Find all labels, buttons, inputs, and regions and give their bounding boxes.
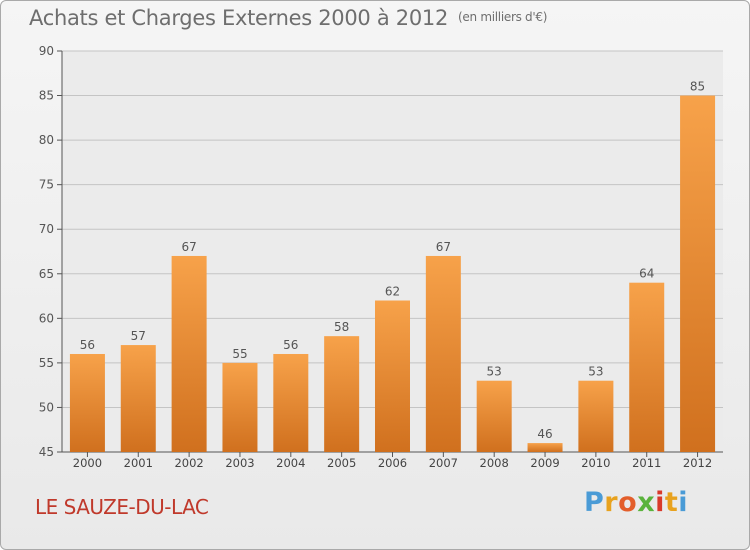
label-layer: 2000 56 2001 57 2002 67 2003 55 2004 56 2005 58 2006…	[73, 80, 712, 470]
chart-unit: (en milliers d'€)	[458, 10, 548, 24]
bar	[629, 282, 665, 452]
y-tick-label: 80	[39, 133, 54, 147]
x-tick-label: 2001	[124, 456, 153, 470]
data-label: 56	[80, 338, 95, 352]
x-tick-label: 2006	[378, 456, 407, 470]
x-tick-label: 2011	[632, 456, 661, 470]
commune-name: LE SAUZE-DU-LAC	[35, 495, 209, 519]
x-tick-label: 2003	[225, 456, 254, 470]
logo-letter: r	[604, 487, 619, 518]
bar	[680, 95, 716, 453]
logo-letter: t	[664, 487, 679, 518]
logo-letter: P	[584, 487, 605, 518]
y-tick-label: 55	[39, 356, 54, 370]
y-tick-label: 45	[39, 445, 54, 459]
data-label: 85	[690, 80, 705, 94]
data-label: 67	[436, 240, 451, 254]
data-label: 46	[537, 427, 552, 441]
x-tick-label: 2005	[327, 456, 356, 470]
y-tick-label: 70	[39, 222, 54, 236]
bar	[578, 380, 614, 452]
bar	[425, 255, 461, 452]
data-label: 53	[588, 365, 603, 379]
chart-title: Achats et Charges Externes 2000 à 2012 (e…	[29, 6, 547, 30]
bar	[375, 300, 410, 452]
x-tick-label: 2012	[683, 456, 712, 470]
y-tick-label: 75	[39, 178, 54, 192]
bar	[324, 336, 360, 452]
x-tick-label: 2000	[73, 456, 102, 470]
chart-title-text: Achats et Charges Externes 2000 à 2012	[29, 6, 449, 30]
bar	[171, 255, 207, 452]
data-label: 67	[181, 240, 196, 254]
x-tick-label: 2002	[174, 456, 203, 470]
logo-letter: x	[637, 487, 656, 518]
x-tick-label: 2010	[581, 456, 610, 470]
bar	[476, 380, 512, 452]
proxiti-logo: Proxiti	[584, 487, 688, 518]
logo-letter: i	[678, 487, 689, 518]
y-tick-label: 50	[39, 400, 54, 414]
y-tick-label: 90	[39, 44, 54, 58]
logo-letter: o	[618, 487, 638, 518]
data-label: 62	[385, 285, 400, 299]
x-tick-label: 2007	[429, 456, 458, 470]
bar	[527, 443, 563, 452]
data-label: 58	[334, 320, 349, 334]
y-tick-label: 65	[39, 267, 54, 281]
data-label: 53	[487, 365, 502, 379]
data-label: 56	[283, 338, 298, 352]
bar	[69, 353, 105, 452]
bar	[273, 353, 309, 452]
bar	[120, 345, 156, 452]
y-tick-label: 60	[39, 311, 54, 325]
data-label: 64	[639, 267, 654, 281]
x-tick-label: 2008	[480, 456, 509, 470]
bar	[222, 362, 258, 452]
y-tick-label: 85	[39, 89, 54, 103]
data-label: 57	[131, 329, 146, 343]
bar-layer	[69, 95, 716, 453]
x-tick-label: 2009	[530, 456, 559, 470]
logo-letter: i	[655, 487, 665, 518]
x-tick-label: 2004	[276, 456, 305, 470]
data-label: 55	[232, 347, 247, 361]
